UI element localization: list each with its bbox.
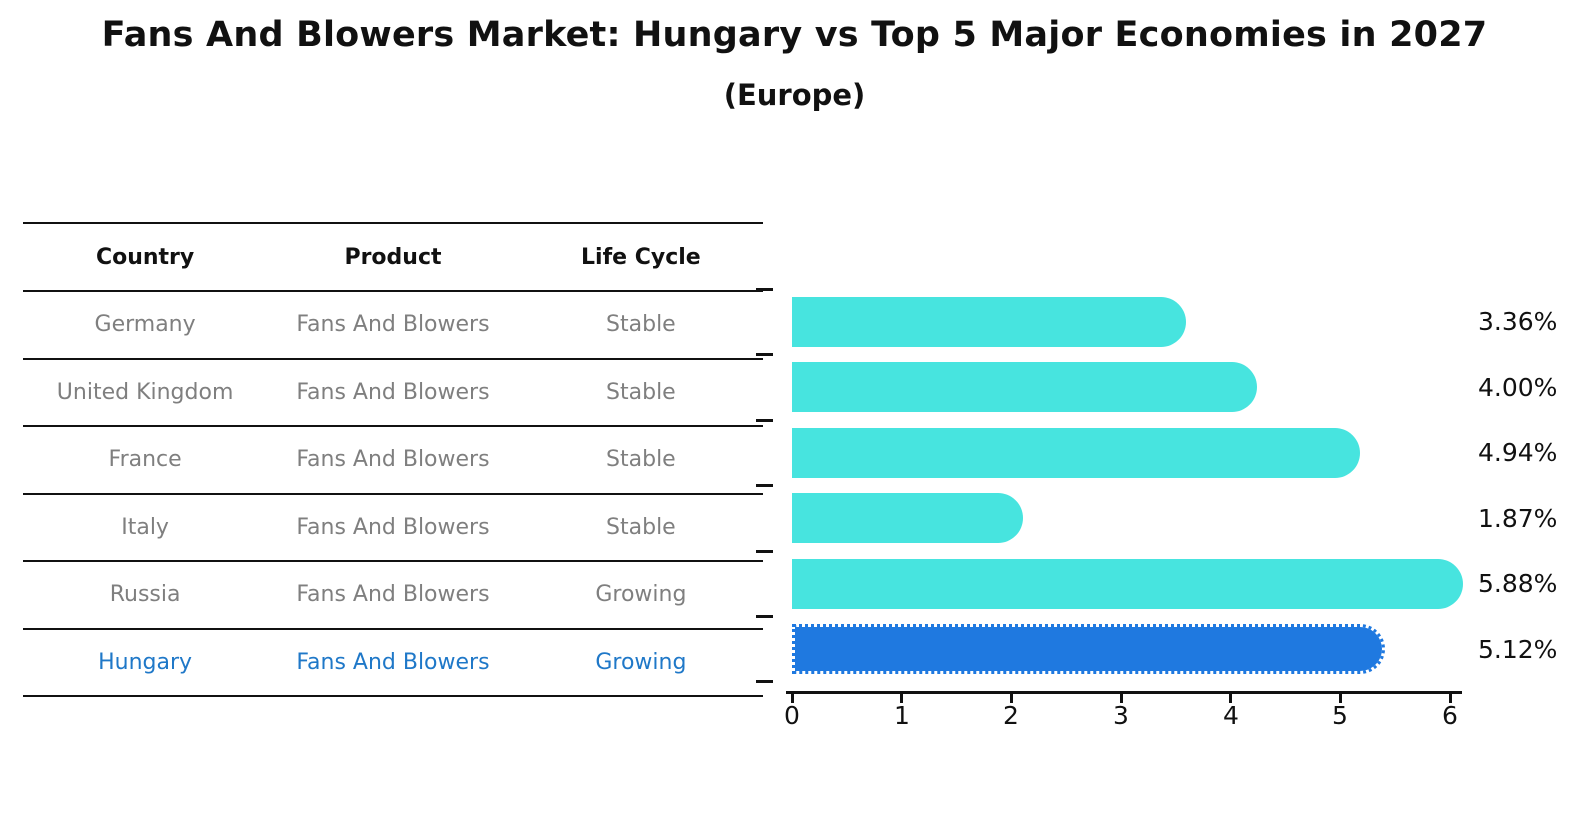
country-cell: Russia: [109, 582, 181, 608]
product-cell: Fans And Blowers: [296, 582, 490, 608]
country-cell: Germany: [94, 312, 196, 338]
x-tick: [1449, 694, 1452, 703]
bar-hungary-highlighted: [792, 624, 1386, 674]
bar-value-label: 4.00%: [1478, 372, 1558, 402]
bar-value-label: 3.36%: [1478, 307, 1558, 337]
bar-chart: 3.36% 4.00% 4.94% 1.87% 5.88%: [792, 289, 1582, 682]
bar-track: [792, 558, 1463, 609]
y-tick: [756, 615, 773, 618]
x-axis-line: [786, 691, 1462, 694]
bar-row-russia: 5.88%: [792, 551, 1582, 617]
column-header-product: Product: [344, 244, 442, 270]
life-cycle-cell: Stable: [606, 312, 676, 338]
product-cell: Fans And Blowers: [296, 514, 490, 540]
y-axis-ticks: [756, 288, 776, 683]
table-row-united-kingdom: United Kingdom Fans And Blowers Stable: [23, 360, 763, 427]
bar-row-hungary: 5.12%: [792, 617, 1582, 683]
chart-subtitle: (Europe): [723, 78, 866, 112]
product-cell: Fans And Blowers: [296, 649, 490, 675]
x-tick-label: 0: [784, 701, 800, 730]
x-tick: [900, 694, 903, 703]
bar-track: [792, 493, 1450, 543]
x-tick-label: 4: [1223, 701, 1239, 730]
y-tick: [756, 484, 773, 487]
product-cell: Fans And Blowers: [296, 447, 490, 473]
bar-track: [792, 427, 1450, 478]
x-tick: [1120, 694, 1123, 703]
y-tick: [756, 288, 773, 291]
x-tick: [1010, 694, 1013, 703]
x-tick-label: 5: [1332, 701, 1348, 730]
life-cycle-cell: Stable: [606, 379, 676, 405]
bar-russia: [792, 558, 1463, 609]
country-cell: United Kingdom: [56, 379, 234, 405]
bar-value-label: 5.88%: [1478, 569, 1558, 599]
x-tick-label: 6: [1442, 701, 1458, 730]
bar-value-label: 1.87%: [1478, 503, 1558, 533]
country-cell: Italy: [121, 514, 169, 540]
life-cycle-cell: Stable: [606, 514, 676, 540]
column-header-country: Country: [95, 244, 195, 270]
life-cycle-cell: Growing: [595, 649, 687, 675]
bar-row-united-kingdom: 4.00%: [792, 355, 1582, 421]
bar-value-label: 4.94%: [1478, 438, 1558, 468]
country-cell: France: [108, 447, 182, 473]
x-tick: [1339, 694, 1342, 703]
table-row-germany: Germany Fans And Blowers Stable: [23, 292, 763, 360]
bar-italy: [792, 493, 1024, 543]
table-header-row: Country Product Life Cycle: [23, 224, 763, 292]
x-tick-label: 2: [1003, 701, 1019, 730]
bar-track: [792, 296, 1450, 347]
x-tick-label: 3: [1113, 701, 1129, 730]
y-tick: [756, 353, 773, 356]
table-row-france: France Fans And Blowers Stable: [23, 427, 763, 495]
bar-united-kingdom: [792, 362, 1257, 412]
bar-row-italy: 1.87%: [792, 486, 1582, 552]
bar-row-france: 4.94%: [792, 420, 1582, 486]
country-cell: Hungary: [98, 649, 193, 675]
x-tick-label: 1: [894, 701, 910, 730]
table-row-italy: Italy Fans And Blowers Stable: [23, 495, 763, 562]
bar-france: [792, 427, 1360, 478]
x-tick: [1229, 694, 1232, 703]
table-row-russia: Russia Fans And Blowers Growing: [23, 562, 763, 630]
table-row-hungary: Hungary Fans And Blowers Growing: [23, 630, 763, 697]
y-tick: [756, 419, 773, 422]
product-cell: Fans And Blowers: [296, 379, 490, 405]
product-cell: Fans And Blowers: [296, 312, 490, 338]
bar-track: [792, 624, 1450, 674]
y-tick: [756, 550, 773, 553]
y-tick: [756, 680, 773, 683]
bar-germany: [792, 296, 1187, 347]
life-cycle-cell: Stable: [606, 447, 676, 473]
bar-track: [792, 362, 1450, 412]
bar-row-germany: 3.36%: [792, 289, 1582, 355]
chart-title: Fans And Blowers Market: Hungary vs Top …: [101, 15, 1488, 55]
x-tick: [791, 694, 794, 703]
bar-value-label: 5.12%: [1478, 634, 1558, 664]
life-cycle-cell: Growing: [595, 582, 687, 608]
column-header-life-cycle: Life Cycle: [581, 244, 701, 270]
comparison-table: Country Product Life Cycle Germany Fans …: [23, 222, 763, 697]
